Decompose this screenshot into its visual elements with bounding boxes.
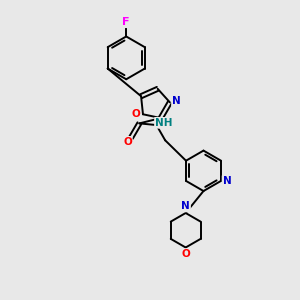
Text: F: F	[122, 17, 130, 27]
Text: N: N	[172, 96, 181, 106]
Text: O: O	[131, 109, 140, 119]
Text: NH: NH	[155, 118, 172, 128]
Text: N: N	[181, 202, 190, 212]
Text: N: N	[223, 176, 231, 186]
Text: O: O	[123, 137, 132, 147]
Text: O: O	[181, 249, 190, 259]
